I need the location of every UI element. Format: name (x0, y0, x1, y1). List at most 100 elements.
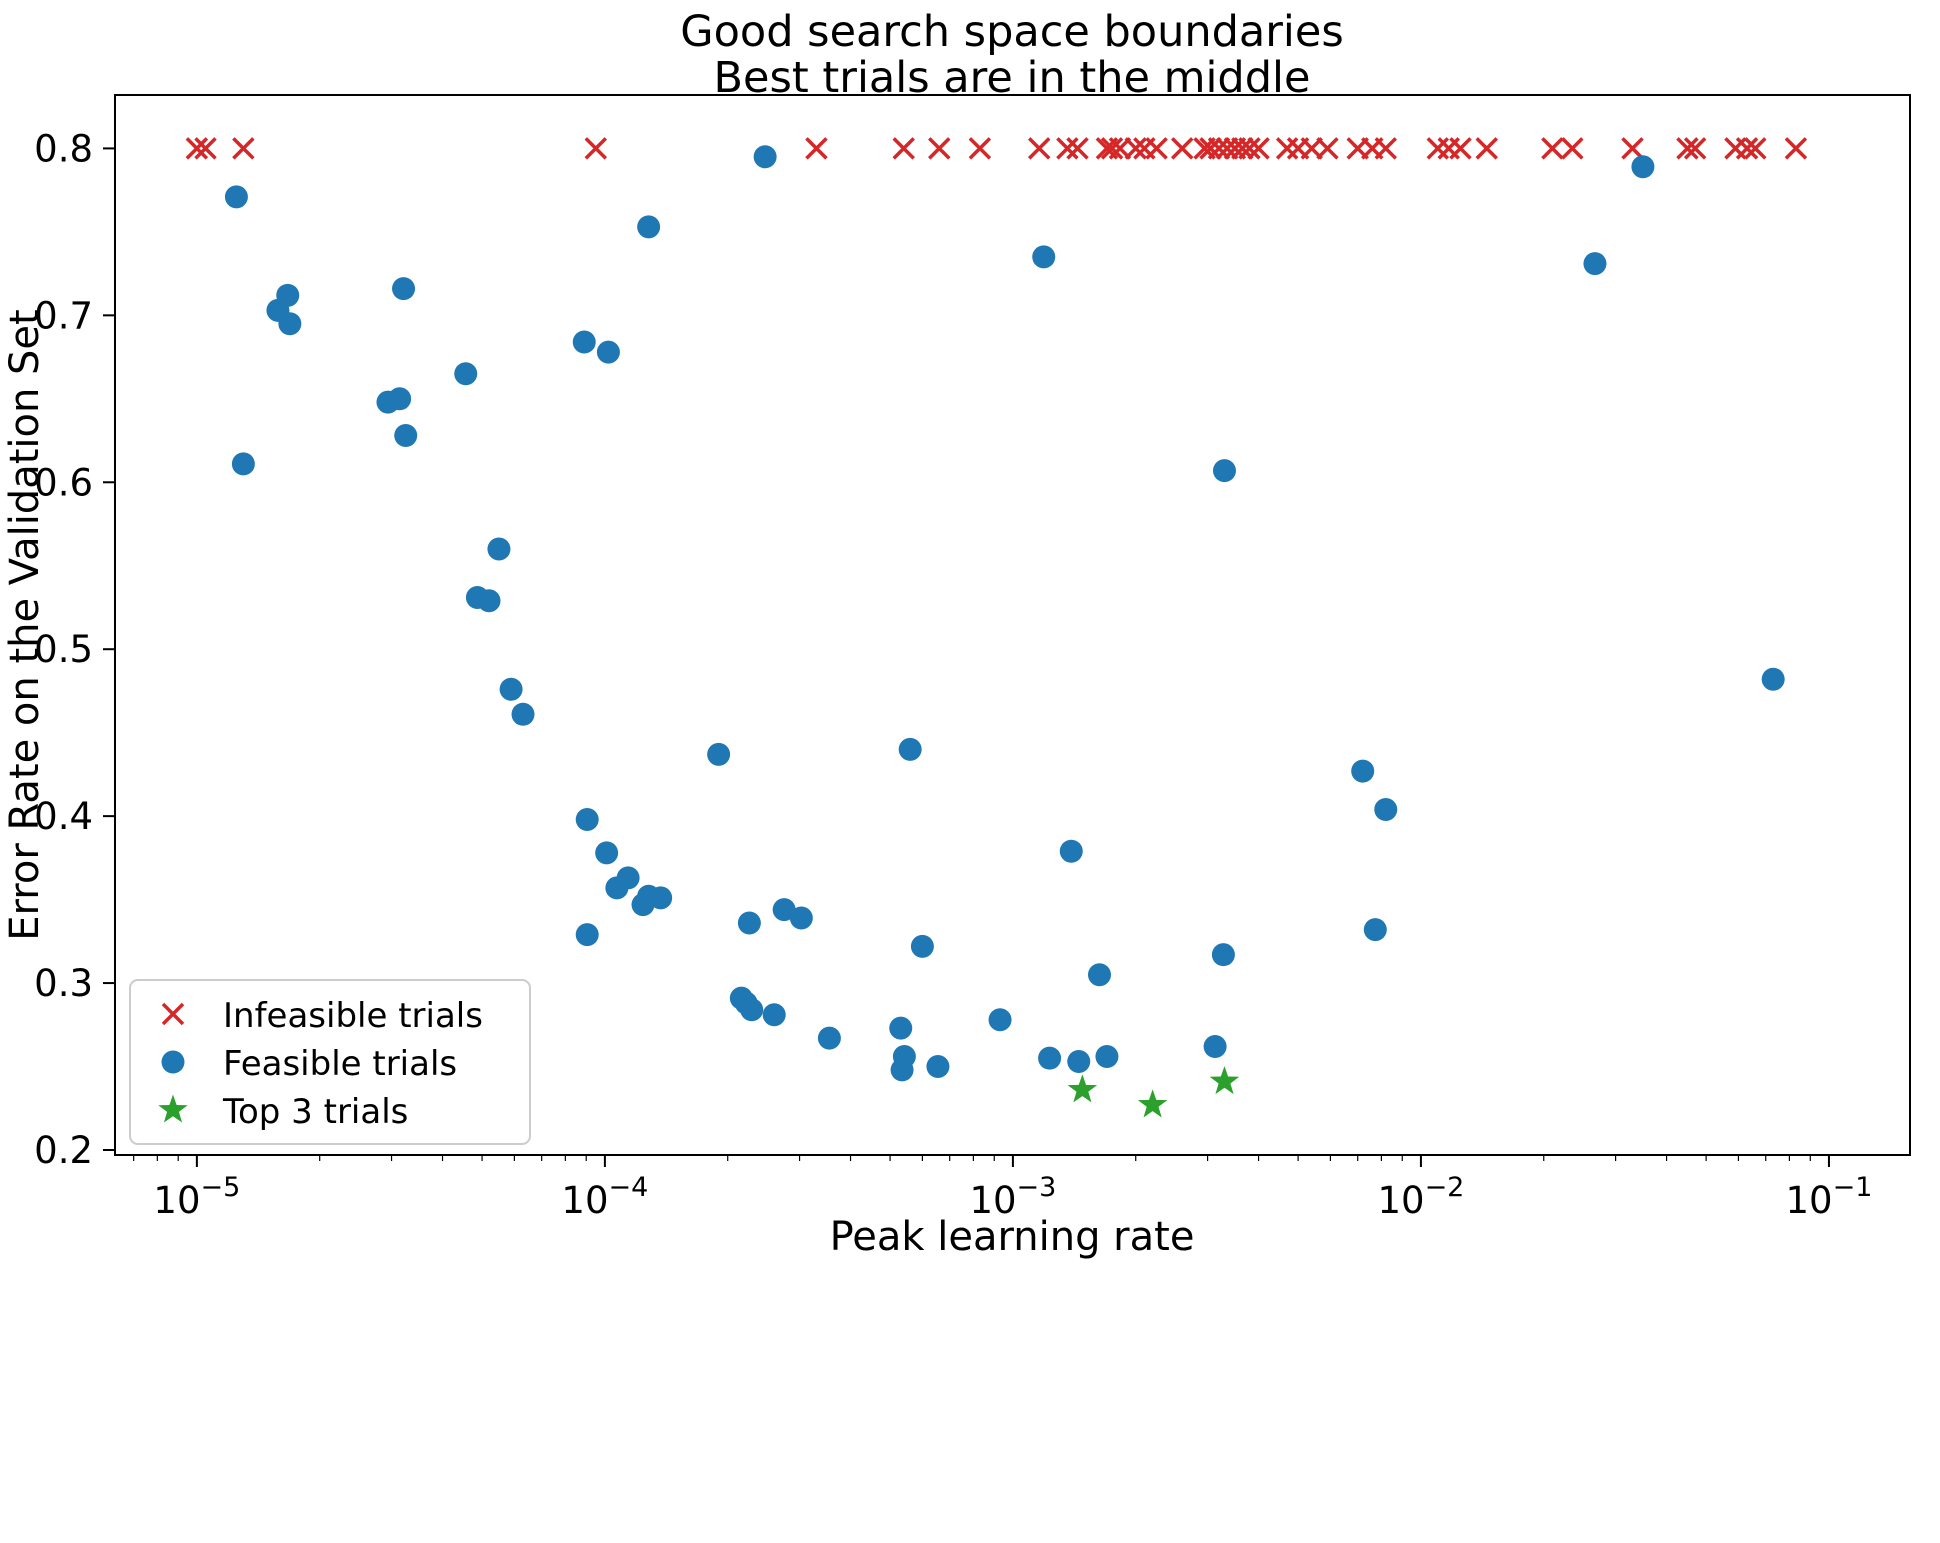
infeasible-trials-point (1124, 137, 1147, 160)
infeasible-trials-point (232, 137, 255, 160)
legend-marker-slot (158, 1094, 188, 1123)
infeasible-trials-point (1199, 137, 1222, 160)
feasible-trials-point (477, 589, 501, 613)
infeasible-trials-point (805, 137, 828, 160)
infeasible-trials-point (1275, 137, 1299, 160)
x-tick-label: 10−1 (1785, 1172, 1872, 1222)
feasible-trials-point (740, 998, 764, 1022)
feasible-trials-point (762, 1003, 786, 1027)
feasible-trials-point (616, 866, 640, 890)
legend: Infeasible trials Feasible trials Top 3 … (129, 979, 531, 1145)
feasible-trials-point (1351, 759, 1375, 783)
feasible-trials-point (231, 452, 255, 476)
feasible-trials-point (631, 893, 655, 917)
feasible-trials-point (1203, 1034, 1227, 1058)
infeasible-trials-point (1561, 137, 1584, 160)
feasible-trials-point (1631, 155, 1655, 179)
feasible-trials-point (224, 185, 248, 209)
infeasible-trials-point (185, 137, 209, 160)
feasible-trials-point (1032, 245, 1056, 269)
infeasible-trials-point (1238, 137, 1261, 160)
y-tick-label: 0.4 (34, 795, 93, 838)
legend-label-feasible: Feasible trials (223, 1044, 457, 1084)
feasible-trials-point (595, 841, 619, 865)
infeasible-trials-point (1676, 137, 1699, 160)
x-axis-label: Peak learning rate (830, 1214, 1195, 1260)
star-marker-icon (158, 1094, 188, 1123)
feasible-trials-point (1067, 1050, 1091, 1074)
y-tick-label: 0.8 (34, 127, 93, 170)
x-tick-label: 10−2 (1377, 1172, 1464, 1222)
infeasible-trials-point (194, 137, 217, 160)
x-marker-icon (161, 1002, 185, 1026)
infeasible-trials-point (1316, 137, 1339, 160)
feasible-trials-point (926, 1055, 950, 1079)
y-tick-label: 0.7 (34, 294, 93, 337)
feasible-trials-point (278, 312, 302, 336)
feasible-trials-point (572, 330, 596, 354)
infeasible-trials-point (1541, 137, 1564, 160)
infeasible-trials-point (1621, 137, 1644, 160)
feasible-trials-point (898, 737, 922, 761)
infeasible-trials-point (1426, 137, 1450, 160)
infeasible-trials-point (928, 137, 951, 160)
infeasible-trials-point (584, 137, 608, 160)
legend-label-top3: Top 3 trials (222, 1092, 408, 1132)
feasible-trials-point (1374, 797, 1398, 821)
feasible-trials-point (1211, 943, 1235, 967)
y-tick-label: 0.5 (34, 628, 93, 671)
legend-marker-slot (161, 1002, 185, 1026)
feasible-trials-point (1583, 252, 1607, 276)
feasible-trials-point (789, 906, 813, 930)
feasible-trials-point (737, 911, 761, 935)
infeasible-trials-point (1744, 137, 1767, 160)
feasible-trials-point (511, 702, 535, 726)
infeasible-trials-point (1207, 137, 1231, 160)
legend-box (129, 979, 531, 1145)
legend-item-infeasible: Infeasible trials (161, 996, 483, 1036)
infeasible-trials-point (1145, 137, 1168, 160)
feasible-trials-point (817, 1026, 841, 1050)
feasible-trials-point (499, 677, 523, 701)
feasible-trials-point (1212, 459, 1236, 483)
infeasible-trials-point (1231, 137, 1254, 160)
infeasible-trials-point (1374, 137, 1397, 160)
feasible-trials-point (392, 277, 416, 301)
legend-marker-slot (161, 1050, 185, 1074)
feasible-trials-point (454, 362, 478, 386)
feasible-trials-point (276, 283, 300, 307)
feasible-trials-point (649, 886, 673, 910)
x-axis-ticks: 10−5 10−4 10−3 10−2 10−1 (153, 1155, 1872, 1222)
y-tick-label: 0.2 (34, 1129, 93, 1172)
infeasible-trials-point (1066, 137, 1089, 160)
feasible-trials-point (988, 1008, 1012, 1032)
infeasible-trials-point (1027, 137, 1051, 160)
infeasible-trials-point (1475, 137, 1499, 160)
data-points (185, 137, 1808, 1118)
feasible-trials-point (575, 923, 599, 947)
feasible-trials-point (1059, 839, 1083, 863)
legend-item-feasible: Feasible trials (161, 1044, 457, 1084)
y-tick-label: 0.3 (34, 962, 93, 1005)
infeasible-trials-point (892, 137, 915, 160)
circle-marker-icon (161, 1050, 185, 1074)
infeasible-trials-point (1683, 137, 1707, 160)
infeasible-trials-point (1100, 137, 1124, 160)
feasible-trials-point (753, 145, 777, 169)
top-3-trials-point (1067, 1074, 1098, 1103)
feasible-trials-point (772, 898, 796, 922)
infeasible-trials-point (1247, 137, 1270, 160)
y-tick-label: 0.6 (34, 461, 93, 504)
infeasible-trials-point (968, 137, 992, 160)
feasible-trials-point (596, 340, 620, 364)
legend-label-infeasible: Infeasible trials (223, 996, 483, 1036)
feasible-trials-point (1761, 667, 1785, 691)
top-3-trials-point (1137, 1089, 1168, 1118)
top-3-trials-point (1209, 1066, 1240, 1095)
x-tick-label: 10−3 (969, 1172, 1056, 1222)
chart-title-line1: Good search space boundaries (680, 7, 1343, 57)
feasible-trials-point (1363, 918, 1387, 942)
feasible-trials-point (487, 537, 511, 561)
feasible-trials-point (889, 1016, 913, 1040)
